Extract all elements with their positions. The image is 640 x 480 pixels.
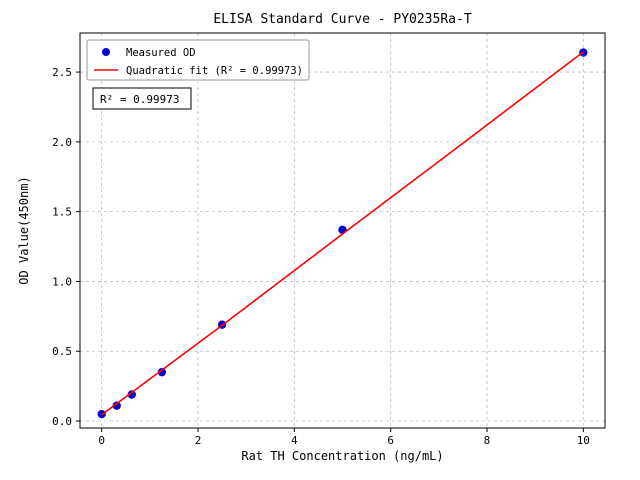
x-axis-label: Rat TH Concentration (ng/mL) [241, 449, 443, 463]
y-tick-label: 2.5 [52, 66, 72, 79]
x-tick-label: 10 [577, 434, 590, 447]
legend-box [86, 39, 310, 81]
data-point [157, 367, 167, 377]
x-tick-label: 2 [195, 434, 202, 447]
y-tick-label: 2.0 [52, 136, 72, 149]
legend-entry-label: Measured OD [126, 47, 196, 59]
annotation-box [92, 87, 192, 110]
x-tick-label: 0 [98, 434, 105, 447]
x-tick-label: 6 [387, 434, 394, 447]
y-tick-label: 0.5 [52, 345, 72, 358]
x-tick-label: 8 [484, 434, 491, 447]
y-tick-label: 1.5 [52, 206, 72, 219]
legend-marker-scatter [102, 48, 110, 56]
y-tick-label: 0.0 [52, 415, 72, 428]
chart-title: ELISA Standard Curve - PY0235Ra-T [213, 12, 471, 27]
y-axis-label: OD Value(450nm) [17, 176, 31, 284]
y-tick-label: 1.0 [52, 275, 72, 288]
x-tick-label: 4 [291, 434, 298, 447]
annotation-text: R² = 0.99973 [100, 93, 179, 106]
data-point [127, 390, 136, 399]
fit-line [101, 51, 584, 416]
r-squared-annotation [92, 87, 192, 110]
plot-border [79, 32, 606, 429]
legend-entry-label: Quadratic fit (R² = 0.99973) [126, 65, 303, 77]
legend [86, 39, 310, 81]
data-point [112, 401, 121, 410]
